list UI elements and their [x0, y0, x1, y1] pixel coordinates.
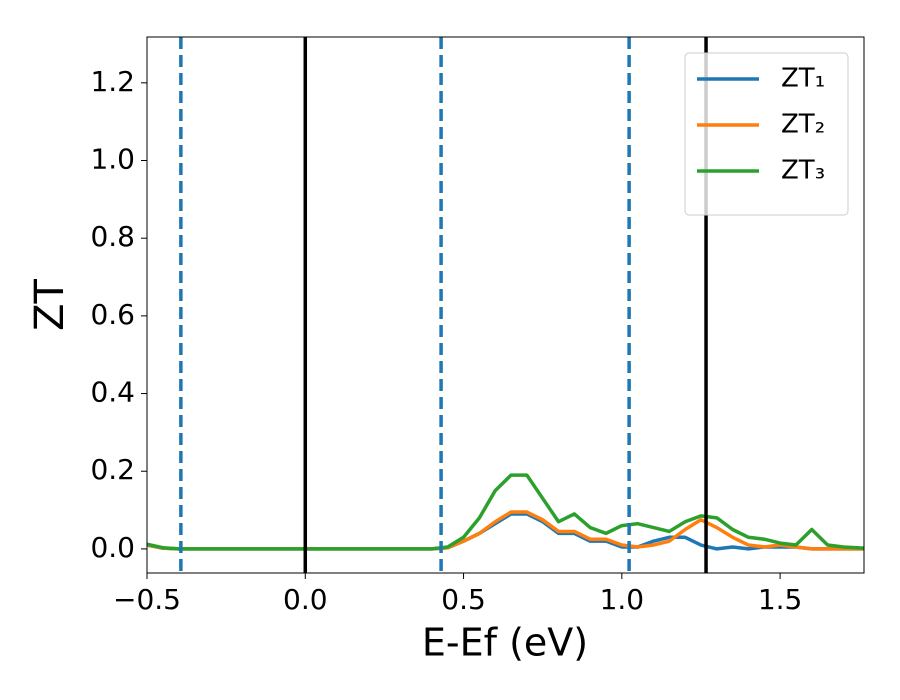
y-tick-label: 1.0 — [90, 143, 135, 176]
y-tick-label: 1.2 — [90, 65, 135, 98]
x-tick-label: 1.0 — [600, 583, 645, 616]
x-tick-label: 0.5 — [441, 583, 486, 616]
x-tick-label: 1.5 — [758, 583, 803, 616]
y-tick-label: 0.2 — [90, 453, 135, 486]
legend-box — [684, 52, 849, 216]
line-series — [146, 473, 865, 551]
plot-frame — [146, 36, 865, 574]
legend-label: ZT₁ — [781, 64, 825, 94]
line-series — [146, 512, 864, 551]
x-tick-label: 0.0 — [283, 583, 328, 616]
legend-label: ZT₂ — [781, 110, 825, 140]
y-tick-label: 0.6 — [90, 298, 135, 331]
legend-label: ZT₃ — [781, 156, 825, 186]
x-axis-label: E-Ef (eV) — [422, 621, 588, 665]
x-tick-label: −0.5 — [113, 583, 181, 616]
y-axis-label: ZT — [27, 279, 73, 331]
y-tick-label: 0.8 — [90, 220, 135, 253]
y-tick-label: 0.0 — [90, 531, 135, 564]
y-tick-label: 0.4 — [90, 376, 135, 409]
